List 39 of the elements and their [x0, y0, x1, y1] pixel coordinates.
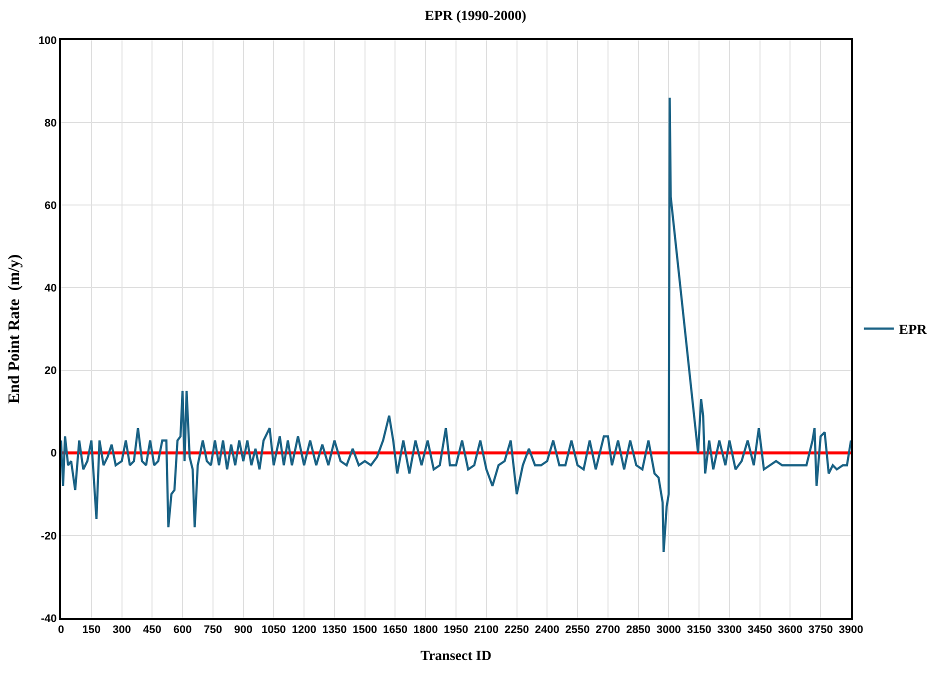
x-tick-label: 1950: [444, 624, 468, 636]
x-tick-label: 1800: [413, 624, 438, 636]
y-axis-title: End Point Rate (m/y): [6, 254, 23, 404]
x-tick-label: 2850: [626, 624, 651, 636]
legend-label: EPR: [898, 323, 928, 338]
x-tick-label: 1050: [261, 624, 286, 636]
x-tick-label: 3900: [838, 624, 864, 636]
x-tick-label: 600: [173, 624, 192, 636]
chart-title: EPR (1990-2000): [424, 8, 527, 24]
y-tick-label: 40: [44, 282, 57, 295]
x-tick-label: 3450: [748, 624, 772, 636]
x-tick-label: 450: [142, 624, 162, 636]
x-tick-label: 3750: [808, 624, 833, 636]
x-tick-label: 3600: [778, 624, 802, 636]
x-tick-label: 3300: [717, 624, 742, 636]
y-tick-label: -40: [40, 612, 57, 625]
x-tick-label: 3150: [686, 624, 712, 636]
x-tick-label: 300: [112, 624, 131, 636]
x-tick-label: 2700: [596, 624, 620, 636]
line-series: [61, 96, 851, 554]
x-tick-label: 150: [82, 624, 101, 636]
x-tick-label: 900: [234, 624, 252, 636]
x-tick-label: 2100: [474, 624, 499, 636]
x-tick-label: 1350: [322, 624, 347, 636]
y-tick-label: 0: [50, 448, 57, 460]
x-axis-title: Transect ID: [420, 649, 492, 664]
y-tick-label: 80: [44, 117, 57, 130]
y-tick-label: 100: [38, 34, 57, 47]
y-tick-label: -20: [40, 530, 57, 542]
x-tick-label: 2250: [504, 624, 530, 636]
y-tick-label: 60: [44, 200, 57, 212]
x-tick-label: 1200: [292, 624, 316, 636]
x-tick-label: 750: [204, 624, 222, 636]
y-tick-label: 20: [44, 365, 57, 378]
x-tick-label: 1650: [382, 624, 408, 636]
x-tick-label: 2550: [565, 624, 590, 636]
x-tick-label: 3000: [656, 624, 681, 636]
x-tick-label: 1500: [352, 624, 378, 636]
x-tick-label: 2400: [534, 624, 560, 636]
